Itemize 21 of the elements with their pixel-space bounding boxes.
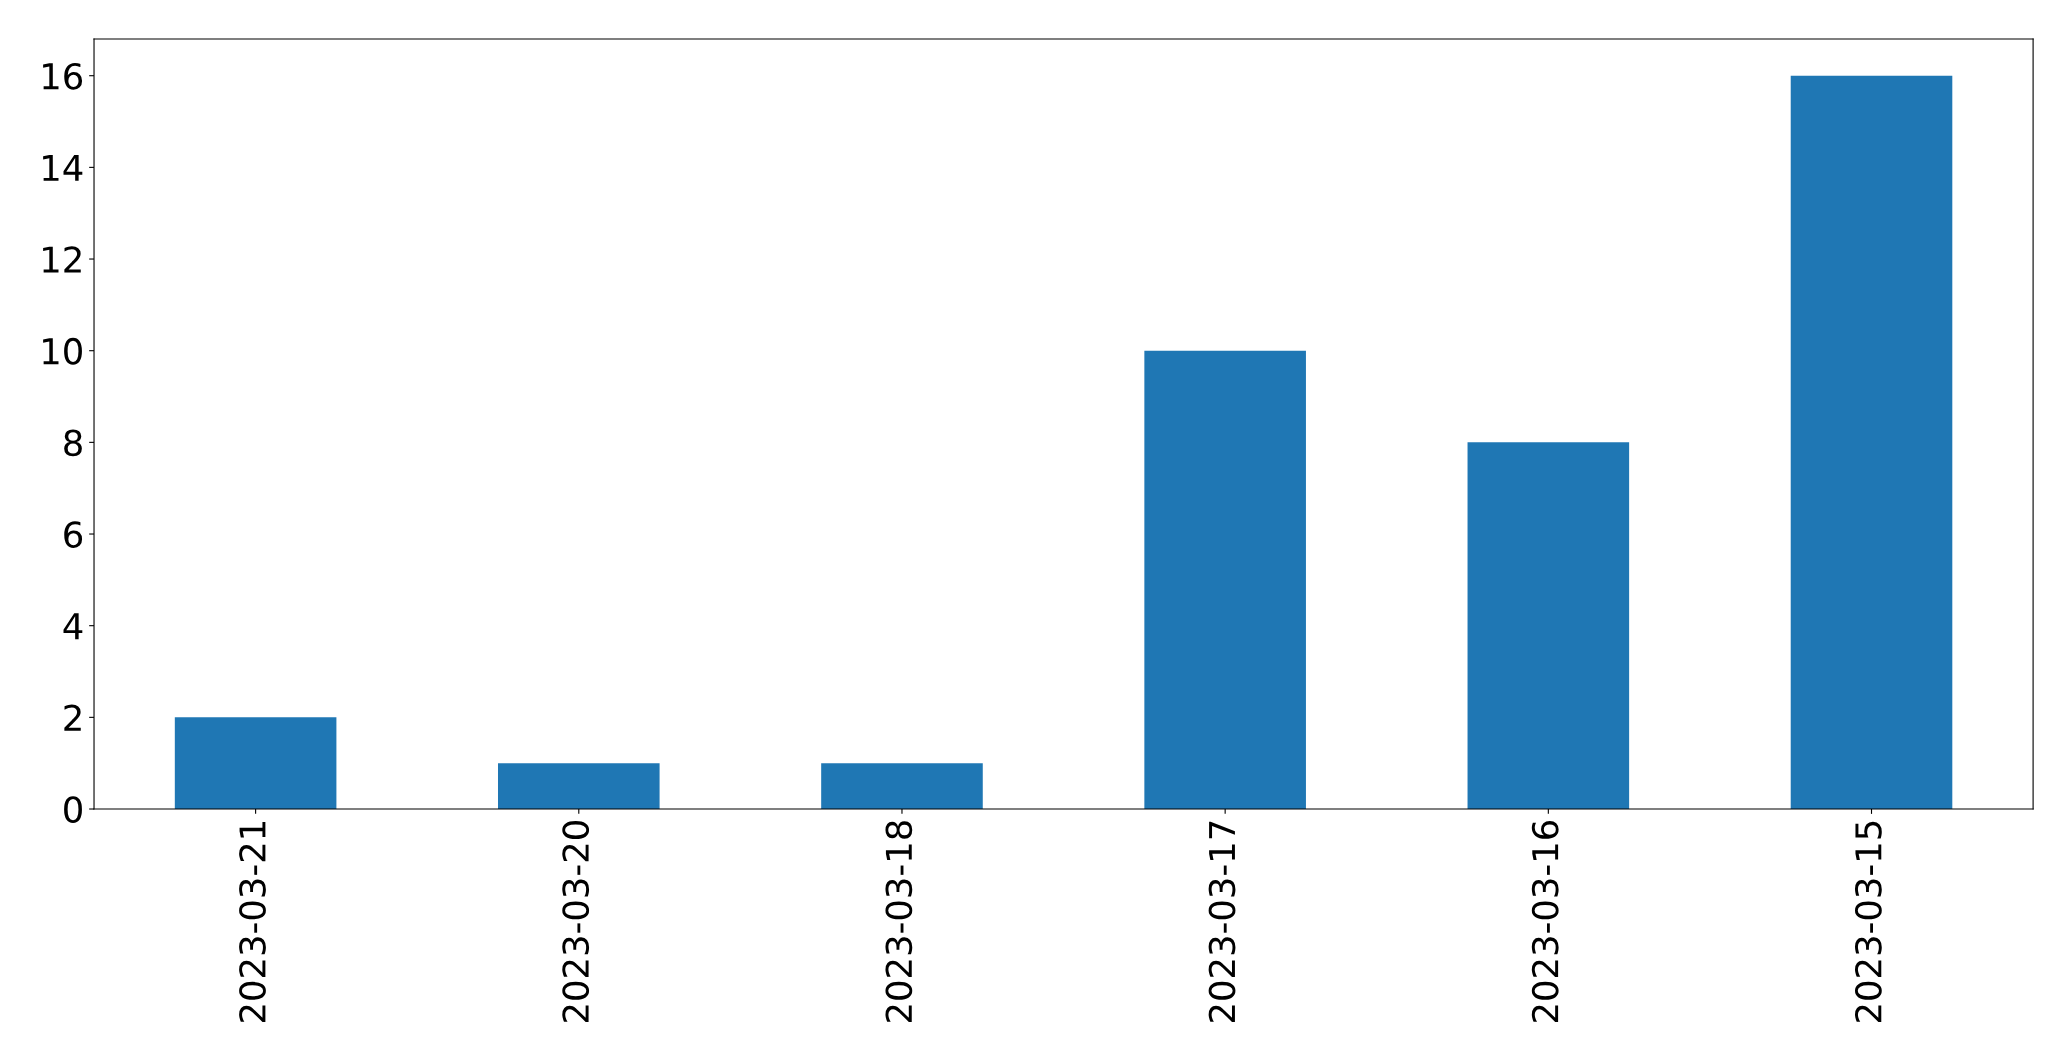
bar	[1790, 75, 1953, 810]
y-tick-label: 14	[43, 155, 83, 181]
x-tick-label: 2023-03-17	[1208, 821, 1236, 1022]
x-tick-label: 2023-03-15	[1855, 821, 1882, 1022]
bar	[1467, 442, 1630, 810]
bar	[174, 717, 337, 810]
x-tick-label: 2023-03-18	[885, 821, 913, 1022]
y-tick-label: 16	[43, 62, 83, 90]
bar	[498, 763, 660, 810]
y-tick-label: 10	[43, 337, 82, 365]
y-tick-label: 4	[63, 613, 83, 640]
bar	[821, 763, 983, 810]
y-tick-label: 2	[64, 704, 81, 731]
y-tick-label: 6	[64, 521, 83, 548]
bar	[1144, 350, 1306, 810]
x-tick-label: 2023-03-20	[562, 821, 590, 1022]
y-tick-label: 0	[64, 796, 82, 823]
x-tick-label: 2023-03-16	[1531, 820, 1559, 1022]
y-tick-label: 8	[64, 429, 82, 457]
x-tick-label: 2023-03-21	[239, 822, 266, 1022]
y-tick-label: 12	[43, 246, 81, 273]
